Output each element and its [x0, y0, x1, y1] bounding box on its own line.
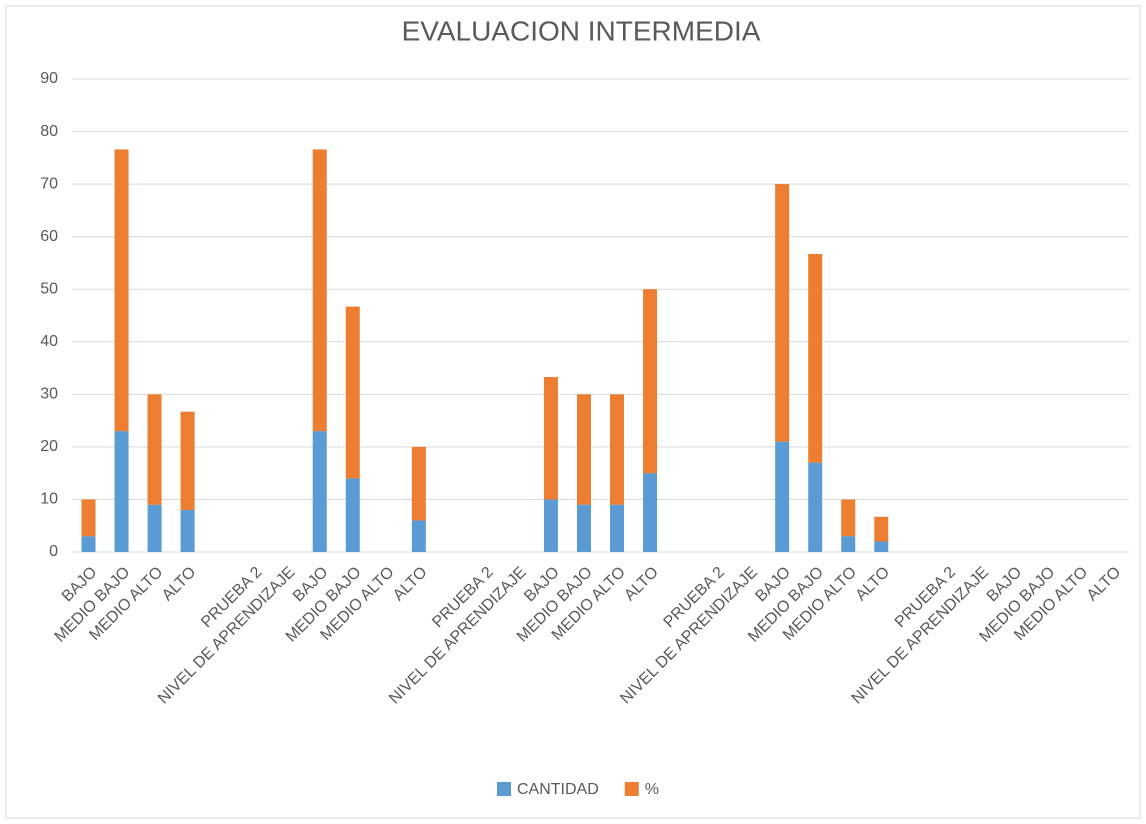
y-tick-label: 50 — [40, 280, 58, 297]
bar-segment — [180, 509, 195, 552]
chart-title: EVALUACION INTERMEDIA — [402, 15, 761, 46]
y-tick-label: 70 — [40, 175, 58, 192]
bar-segment — [543, 499, 558, 552]
bar-segment — [411, 446, 426, 521]
y-tick-label: 60 — [40, 228, 58, 245]
bar-segment — [610, 504, 625, 552]
bar-segment — [874, 541, 889, 552]
bar-segment — [643, 289, 658, 474]
legend-label: % — [645, 781, 659, 798]
bar-segment — [874, 516, 889, 542]
bar-segment — [576, 394, 591, 505]
y-tick-label: 80 — [40, 123, 58, 140]
y-tick-label: 10 — [40, 491, 58, 508]
legend-label: CANTIDAD — [517, 781, 599, 798]
bar-segment — [180, 411, 195, 510]
bar-segment — [114, 149, 129, 432]
bar-segment — [312, 149, 327, 432]
bar-segment — [808, 254, 823, 463]
bar-segment — [543, 376, 558, 500]
chart-frame — [5, 5, 1141, 819]
y-tick-label: 20 — [40, 438, 58, 455]
y-tick-label: 90 — [40, 70, 58, 87]
bar-segment — [576, 504, 591, 552]
bar-segment — [81, 499, 96, 537]
bar-segment — [312, 431, 327, 552]
bar-segment — [345, 478, 360, 552]
y-tick-label: 40 — [40, 333, 58, 350]
y-tick-label: 30 — [40, 386, 58, 403]
bar-segment — [841, 536, 856, 552]
bar-segment — [643, 473, 658, 552]
legend-swatch — [624, 782, 639, 796]
bar-segment — [345, 306, 360, 479]
y-tick-label: 0 — [49, 543, 58, 560]
bar-segment — [775, 184, 790, 442]
bar-segment — [147, 504, 162, 552]
bar-segment — [808, 462, 823, 552]
bar-segment — [147, 394, 162, 505]
bar-segment — [841, 499, 856, 537]
bar-segment — [610, 394, 625, 505]
bar-segment — [775, 441, 790, 552]
bar-segment — [81, 536, 96, 552]
bar-segment — [114, 431, 129, 552]
bar-segment — [411, 520, 426, 552]
legend-swatch — [497, 782, 511, 796]
